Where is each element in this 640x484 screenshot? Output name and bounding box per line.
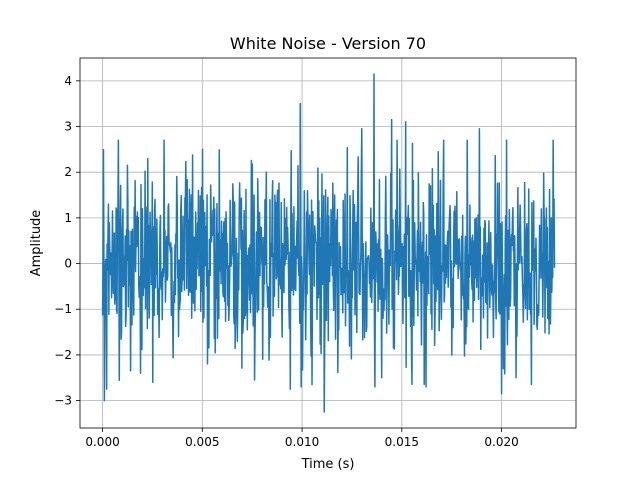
noise-series-line (101, 73, 556, 413)
x-axis-ticks: 0.000 0.005 0.010 0.015 0.020 (85, 428, 519, 449)
y-tick-label: −1 (54, 302, 72, 316)
y-axis-label: Amplitude (29, 210, 44, 277)
x-tick-label: 0.005 (185, 435, 219, 449)
chart-title: White Noise - Version 70 (230, 34, 426, 53)
x-tick-label: 0.000 (85, 435, 119, 449)
y-axis-ticks: −3 −2 −1 0 1 2 3 4 (54, 74, 80, 408)
series-layer (101, 73, 556, 413)
x-tick-label: 0.015 (385, 435, 419, 449)
y-tick-label: −2 (54, 348, 72, 362)
x-axis-label: Time (s) (301, 457, 355, 472)
y-tick-label: 3 (64, 120, 72, 134)
y-tick-label: 4 (64, 74, 72, 88)
x-tick-label: 0.010 (285, 435, 319, 449)
plot-frame (79, 57, 577, 429)
x-tick-label: 0.020 (484, 435, 518, 449)
y-tick-label: −3 (54, 394, 72, 408)
y-tick-label: 2 (64, 165, 72, 179)
y-tick-label: 1 (64, 211, 72, 225)
y-tick-label: 0 (64, 257, 72, 271)
